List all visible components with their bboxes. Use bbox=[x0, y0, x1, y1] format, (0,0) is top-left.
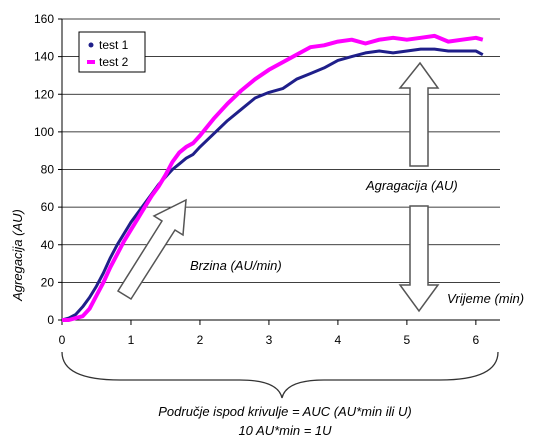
legend-marker-test1 bbox=[88, 42, 94, 48]
time-arrow-down-icon bbox=[398, 205, 440, 313]
x-tick-label-3: 3 bbox=[266, 333, 273, 347]
y-tick-label-80: 80 bbox=[41, 163, 55, 177]
y-tick-label-0: 0 bbox=[47, 313, 54, 327]
axes bbox=[58, 18, 500, 325]
legend-label-test1: test 1 bbox=[99, 38, 129, 52]
x-tick-label-4: 4 bbox=[335, 333, 342, 347]
y-tick-label-120: 120 bbox=[34, 87, 54, 101]
x-tick-label-6: 6 bbox=[473, 333, 480, 347]
legend-box bbox=[78, 31, 146, 73]
legend-marker-test2 bbox=[87, 60, 95, 64]
auc-brace bbox=[61, 351, 499, 399]
annotation-agregacija: Agragacija (AU) bbox=[365, 178, 458, 193]
x-tick-label-1: 1 bbox=[128, 333, 135, 347]
series-line-test2 bbox=[62, 33, 484, 322]
series-line-test1 bbox=[61, 47, 484, 322]
x-tick-label-5: 5 bbox=[404, 333, 411, 347]
series-lines bbox=[61, 33, 484, 322]
tick-labels: 0 20 40 60 80 100 120 140 160 0 1 2 3 4 5 6 bbox=[34, 12, 480, 347]
annotation-auc-line1: Područje ispod krivulje = AUC (AU*min il… bbox=[158, 404, 411, 419]
y-tick-label-60: 60 bbox=[41, 200, 55, 214]
x-tick-label-0: 0 bbox=[59, 333, 66, 347]
y-tick-label-40: 40 bbox=[41, 238, 55, 252]
legend: test 1 test 2 bbox=[78, 31, 146, 73]
annotation-vrijeme: Vrijeme (min) bbox=[447, 291, 524, 306]
legend-label-test2: test 2 bbox=[99, 55, 129, 69]
rate-arrow-diagonal-icon bbox=[116, 198, 187, 301]
annotation-brzina: Brzina (AU/min) bbox=[190, 258, 282, 273]
y-tick-label-160: 160 bbox=[34, 12, 54, 26]
y-tick-label-100: 100 bbox=[34, 125, 54, 139]
x-tick-label-2: 2 bbox=[197, 333, 204, 347]
y-tick-label-20: 20 bbox=[41, 275, 55, 289]
y-axis-title: Agregacija (AU) bbox=[10, 209, 25, 302]
y-tick-label-140: 140 bbox=[34, 50, 54, 64]
aggregation-arrow-up-icon bbox=[398, 61, 440, 167]
annotation-auc-line2: 10 AU*min = 1U bbox=[238, 423, 332, 438]
